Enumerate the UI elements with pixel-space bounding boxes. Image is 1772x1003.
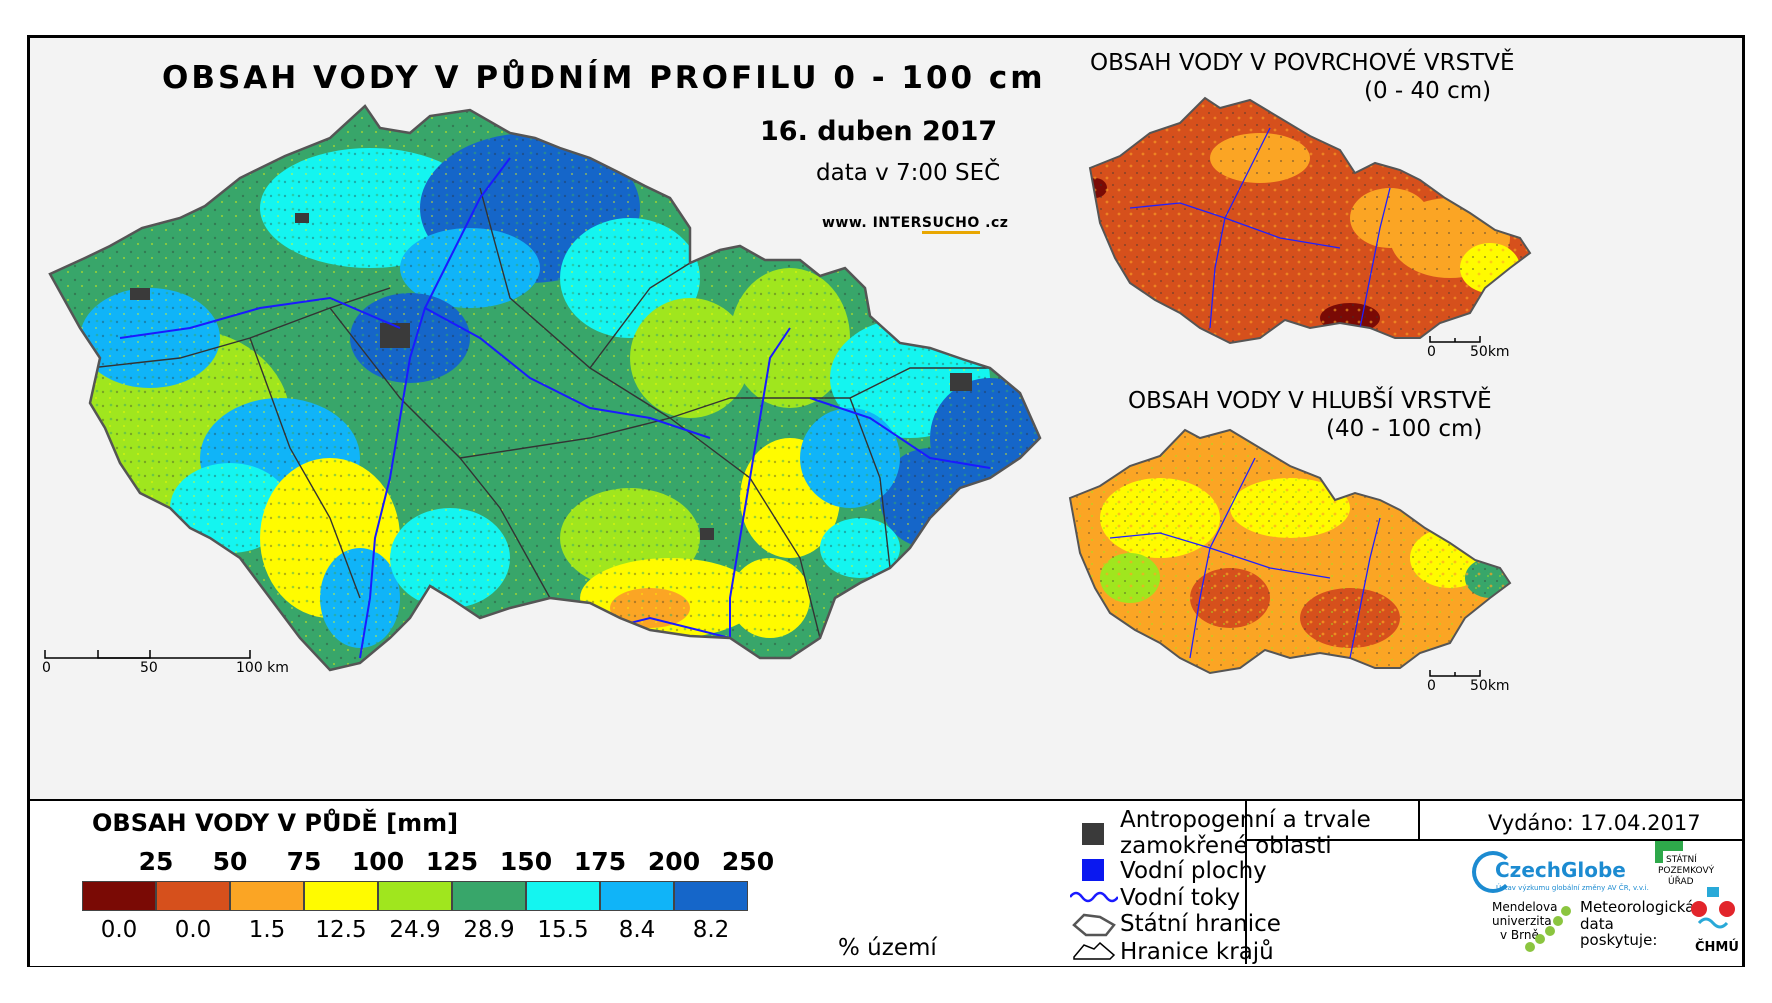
legend-swatch — [82, 881, 156, 911]
rivers-label: Vodní toky — [1120, 885, 1241, 911]
deep-state-border — [1068, 428, 1512, 675]
legend-percentage: 8.4 — [618, 917, 656, 943]
legend-percentage: 12.5 — [315, 917, 367, 943]
legend-percentage: 15.5 — [537, 917, 589, 943]
provides-line-1: Meteorologická — [1580, 898, 1695, 916]
surface-state-border — [1088, 96, 1532, 345]
anthro-label-1: Antropogenní a trvale — [1120, 807, 1371, 833]
mendel-line-2: univerzita — [1492, 914, 1552, 928]
spu-line-1: STÁTNÍ — [1666, 855, 1697, 865]
deep-scale-zero: 0 — [1427, 678, 1436, 694]
deep-map-title: OBSAH VODY V HLUBŠÍ VRSTVĚ — [1128, 388, 1492, 414]
legend-swatch — [674, 881, 748, 911]
legend-swatch — [156, 881, 230, 911]
region-border-symbol — [1073, 941, 1116, 960]
anthro-label-2: zamokřené oblasti — [1120, 833, 1332, 859]
legend-swatch — [600, 881, 674, 911]
legend-percentage: 0.0 — [174, 917, 212, 943]
legend-area: OBSAH VODY V PŮDĚ [mm] 0.0 25 0.0 50 1.5 75 12… — [30, 799, 1742, 966]
main-state-border — [48, 104, 1042, 672]
legend-break-label: 75 — [286, 847, 322, 876]
legend-divider-2 — [1418, 801, 1420, 841]
legend-unit: % území — [838, 935, 937, 961]
surface-map-title: OBSAH VODY V POVRCHOVÉ VRSTVĚ — [1090, 50, 1515, 76]
provides-text: Meteorologická data poskytuje: — [1580, 899, 1694, 949]
legend-percentage: 1.5 — [248, 917, 286, 943]
main-date: 16. duben 2017 — [760, 116, 998, 147]
chmu-logo-icon — [1691, 887, 1735, 929]
czechglobe-subtitle: Ústav výzkumu globální změny AV ČR, v.v.… — [1496, 884, 1649, 892]
czechglobe-logo: CzechGlobe — [1495, 858, 1626, 882]
line-symbols — [1070, 891, 1118, 960]
legend-divider-3 — [1247, 839, 1742, 841]
site-suffix: .cz — [979, 215, 1009, 231]
main-time: data v 7:00 SEČ — [816, 160, 1001, 186]
legend-swatch — [230, 881, 304, 911]
regions-label: Hranice krajů — [1120, 939, 1274, 965]
chmu-label: ČHMÚ — [1695, 940, 1739, 955]
river-symbol — [1070, 891, 1118, 903]
legend-break-label: 100 — [351, 847, 405, 876]
legend-swatch — [452, 881, 526, 911]
legend-break-label: 175 — [573, 847, 627, 876]
deep-scale-bar — [1429, 670, 1481, 677]
main-scale-end: 100 km — [236, 660, 289, 676]
map-frame: OBSAH VODY V PŮDNÍM PROFILU 0 - 100 cm 1… — [27, 35, 1745, 967]
main-scale-bar — [44, 650, 251, 659]
borders-label: Státní hranice — [1120, 911, 1281, 937]
site-highlight: SUCHO — [921, 215, 980, 234]
legend-break-label: 150 — [499, 847, 553, 876]
legend-break-label: 50 — [212, 847, 248, 876]
legend-break-label: 250 — [721, 847, 775, 876]
legend-swatch — [378, 881, 452, 911]
main-scale-mid: 50 — [140, 660, 158, 676]
legend-break-label: 200 — [647, 847, 701, 876]
spu-line-2: POZEMKOVÝ — [1658, 866, 1715, 876]
spu-logo-icon — [1655, 841, 1683, 851]
spu-line-3: ÚŘAD — [1668, 877, 1694, 887]
legend-break-label: 125 — [425, 847, 479, 876]
legend-break-label: 25 — [138, 847, 174, 876]
provides-line-2: data — [1580, 914, 1614, 933]
surface-map-range: (0 - 40 cm) — [1364, 78, 1492, 104]
legend-swatch — [526, 881, 600, 911]
deep-scale-end: 50km — [1470, 678, 1510, 694]
mendel-line-3: v Brně — [1500, 928, 1539, 942]
legend-percentage: 24.9 — [389, 917, 441, 943]
main-scale-zero: 0 — [42, 660, 51, 676]
main-title: OBSAH VODY V PŮDNÍM PROFILU 0 - 100 cm — [162, 60, 1046, 96]
website-link[interactable]: www. INTERSUCHO .cz — [822, 215, 1009, 234]
anthro-swatch — [1082, 823, 1104, 845]
surface-scale-end: 50km — [1470, 344, 1510, 360]
provides-line-3: poskytuje: — [1580, 931, 1658, 949]
site-prefix: www. INTER — [822, 215, 922, 231]
legend-title: OBSAH VODY V PŮDĚ [mm] — [92, 809, 459, 837]
legend-percentage: 28.9 — [463, 917, 515, 943]
legend-swatch — [304, 881, 378, 911]
surface-scale-bar — [1429, 336, 1481, 343]
map-area: OBSAH VODY V PŮDNÍM PROFILU 0 - 100 cm 1… — [30, 38, 1742, 796]
spu-logo-icon-stem — [1655, 841, 1663, 863]
deep-map-range: (40 - 100 cm) — [1326, 416, 1483, 442]
surface-scale-zero: 0 — [1427, 344, 1436, 360]
main-map-canvas — [44, 96, 1532, 677]
mendel-logo-icon — [1525, 906, 1571, 952]
legend-percentage: 8.2 — [692, 917, 730, 943]
water-body-swatch — [1082, 859, 1104, 881]
mendel-line-1: Mendelova — [1492, 900, 1558, 914]
legend-divider-1 — [1245, 801, 1247, 964]
water-bodies-label: Vodní plochy — [1120, 858, 1267, 884]
legend-percentage: 0.0 — [100, 917, 138, 943]
issued-date: Vydáno: 17.04.2017 — [1488, 811, 1701, 835]
czechglobe-logo-icon — [1472, 851, 1514, 893]
state-border-symbol — [1072, 913, 1116, 937]
